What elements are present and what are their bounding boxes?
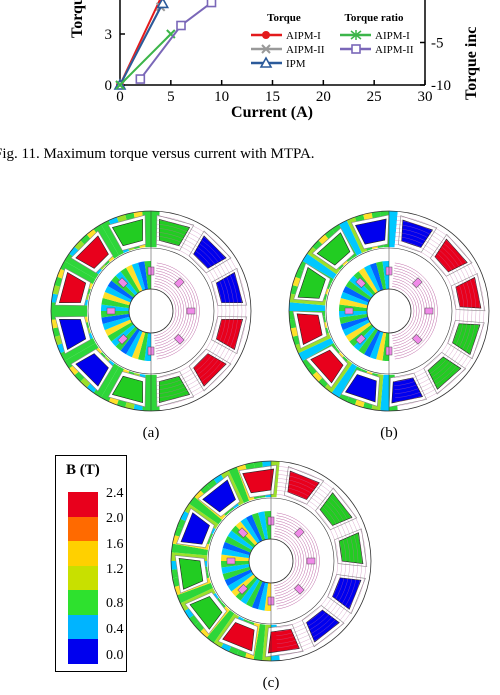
y-tick-label-right: -10 [431,78,451,94]
data-point [206,0,217,8]
legend-torque-heading: Torque [267,12,301,24]
torque-current-chart: 0 5 10 15 20 25 30 0 3 -5 -10 Torque Torque ratio… [69,0,480,121]
motor-cross-section-b [288,210,490,412]
colorbar-title: B (T) [66,462,100,478]
data-point [135,74,146,84]
colorbar-swatch [68,590,98,615]
series-line-3 [119,33,172,86]
x-tick-label: 25 [367,89,382,105]
legend-torque-aipm2: AIPM-II [286,44,325,56]
colorbar-swatch [68,541,98,566]
subfigure-label-a: (a) [142,425,160,441]
y-tick-label-right: -5 [431,36,444,52]
colorbar-swatch [68,565,98,591]
y-tick-group: 0 3 -5 -10 [105,27,452,94]
subfigure-label-c: (c) [262,675,280,691]
chart-legend: Torque Torque ratio AIPM-I AIPM-II IPM A… [251,12,414,70]
data-point [115,80,125,90]
x-tick-label: 5 [167,89,175,105]
colorbar-swatch [68,639,98,664]
legend-torque-aipm1: AIPM-I [286,30,321,42]
series-group [113,0,217,90]
colorbar-tick: 0.4 [106,622,124,637]
figure-caption: Fig. 11. Maximum torque versus current w… [0,146,315,162]
legend-ratio-aipm2: AIPM-II [375,44,414,56]
colorbar-tick: 0.8 [106,596,124,611]
colorbar-tick: 0.0 [106,648,124,663]
subfigure-label-b: (b) [380,425,398,441]
colorbar-swatch [68,614,98,640]
colorbar-tick: 1.2 [106,562,124,577]
data-point [176,20,186,31]
y-tick-label-left: 3 [105,27,113,43]
colorbar-swatch [68,516,98,542]
x-tick-label: 30 [418,89,433,105]
colorbar-swatch [68,492,98,517]
x-tick-label: 20 [316,89,331,105]
colorbar-tick: 2.0 [106,511,124,526]
legend-ratio-aipm1: AIPM-I [375,30,410,42]
legend-torque-ipm: IPM [286,58,306,70]
colorbar-tick: 2.4 [106,486,124,501]
legend-ratio-heading: Torque ratio [345,12,404,24]
data-point [156,0,170,9]
motor-cross-section-a [50,210,252,412]
series-line-4 [139,1,213,80]
motor-cross-section-c [170,460,372,662]
y-tick-label-left: 0 [105,78,113,94]
x-tick-label: 0 [116,89,124,105]
y-axis-label-right: Torque inc [463,27,480,100]
x-tick-label: 10 [214,89,229,105]
series-line-2 [119,2,164,86]
x-tick-group: 0 5 10 15 20 25 30 [116,80,433,105]
x-axis-label: Current (A) [231,104,313,121]
x-tick-label: 15 [265,89,280,105]
colorbar-tick: 1.6 [106,537,124,552]
colorbar-swatches [68,492,98,664]
y-axis-label-left: Torque [69,0,86,38]
